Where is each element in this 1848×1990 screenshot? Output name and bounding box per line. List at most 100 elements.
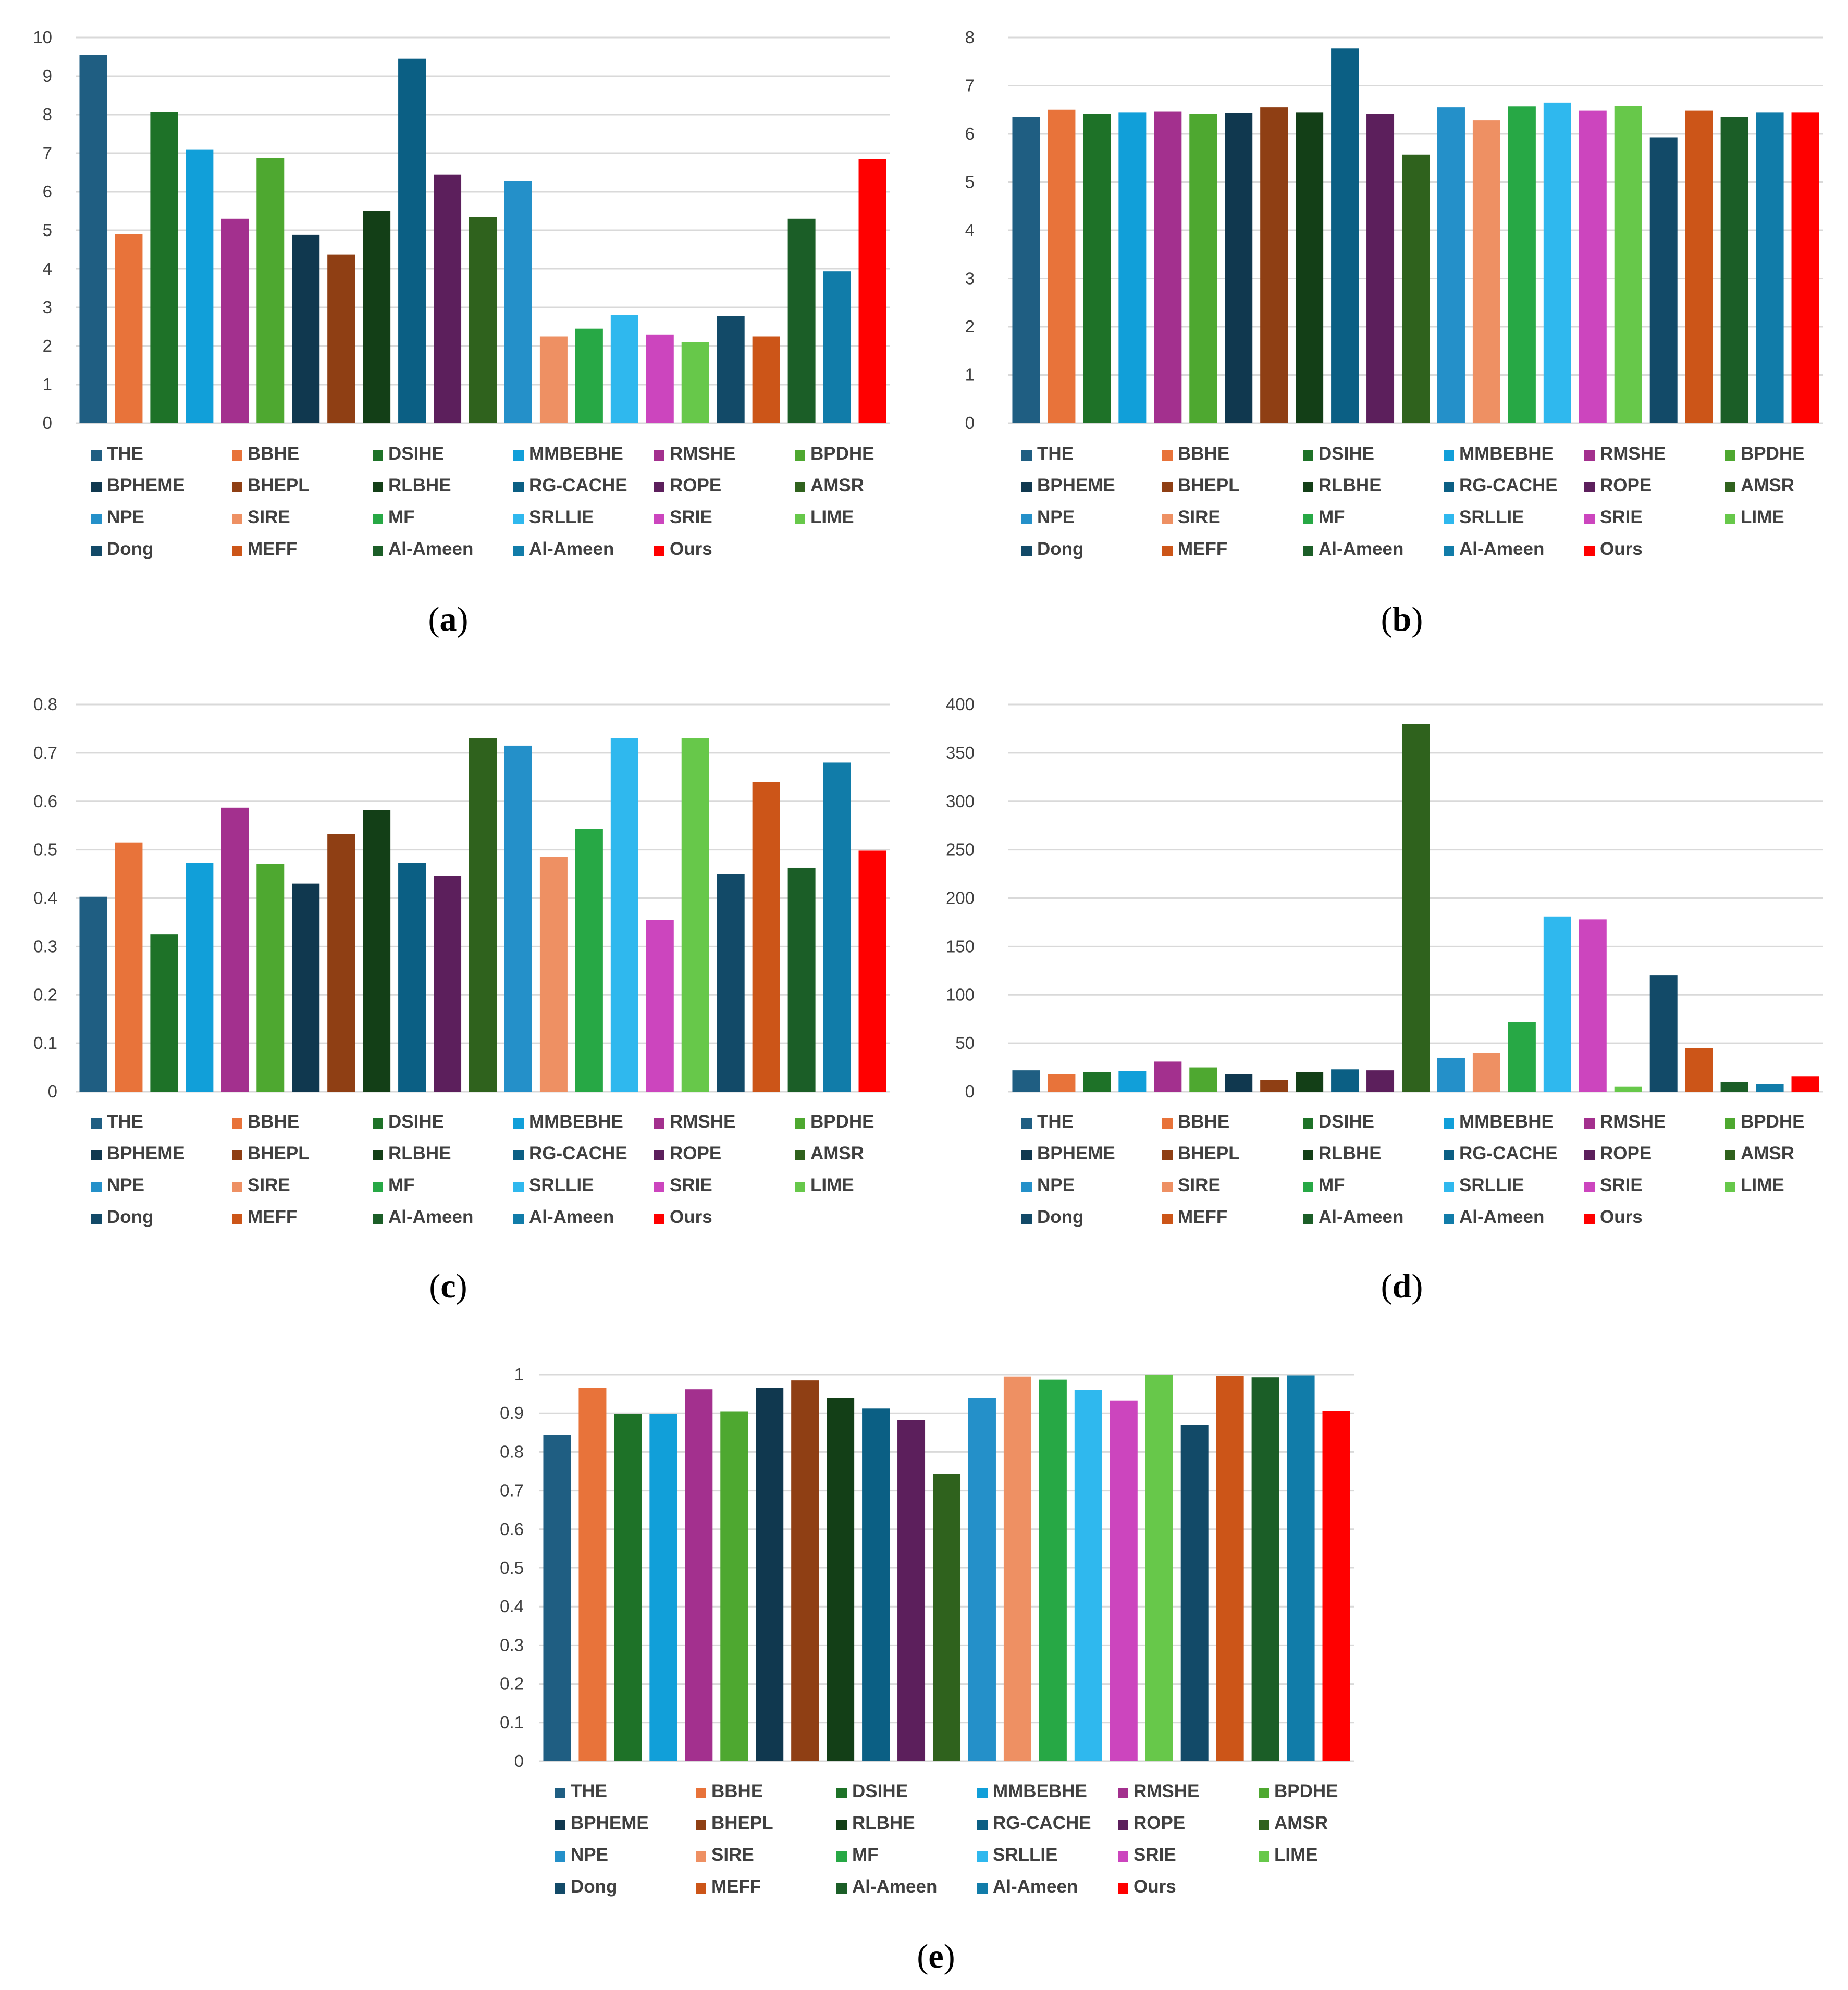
legend-label: AMSR — [1274, 1813, 1328, 1833]
legend-label: RLBHE — [1319, 475, 1382, 496]
bar-rmshe — [1154, 1061, 1182, 1092]
bar-bpdhe — [256, 158, 285, 423]
legend-label: BBHE — [1178, 1111, 1229, 1132]
bar-al-ameen — [1287, 1375, 1315, 1761]
legend-label: DSIHE — [852, 1781, 908, 1801]
bar-srie — [646, 920, 674, 1092]
legend-label: MEFF — [248, 539, 297, 559]
legend-label: Dong — [107, 539, 153, 559]
legend-swatch — [1444, 546, 1454, 556]
legend-swatch — [654, 1182, 664, 1192]
bar-bpheme — [1225, 113, 1253, 424]
legend-swatch — [513, 1118, 524, 1129]
legend-label: RMSHE — [670, 1111, 735, 1132]
legend-label: Dong — [107, 1207, 153, 1227]
bar-bhepl — [1260, 1080, 1288, 1092]
legend-label: BPDHE — [810, 443, 874, 464]
legend-label: MF — [1319, 1175, 1345, 1195]
legend-label: AMSR — [1741, 1143, 1794, 1164]
legend-swatch — [654, 482, 664, 492]
legend-label: BBHE — [248, 443, 299, 464]
bar-rlbhe — [363, 211, 391, 423]
legend-label: SRLLIE — [529, 1175, 594, 1195]
legend-swatch — [1303, 514, 1313, 524]
y-tick-label: 0.4 — [33, 888, 57, 908]
y-tick-label: 0.6 — [500, 1519, 524, 1539]
legend-swatch — [232, 1118, 242, 1129]
legend-swatch — [91, 450, 102, 461]
legend-label: SRLLIE — [1459, 507, 1524, 527]
bar-the — [1012, 117, 1040, 423]
legend-swatch — [654, 450, 664, 461]
legend-swatch — [1021, 1214, 1032, 1224]
bar-meff — [1216, 1376, 1244, 1761]
y-tick-label: 150 — [946, 936, 975, 956]
y-tick-label: 0.5 — [500, 1558, 524, 1577]
legend-swatch — [977, 1788, 988, 1798]
bar-rlbhe — [1296, 112, 1324, 423]
bar-mf — [1508, 1022, 1536, 1092]
bar-al-ameen — [1756, 112, 1784, 423]
bar-rope — [1366, 1070, 1395, 1092]
legend-swatch — [1444, 1182, 1454, 1192]
legend-label: MEFF — [1178, 1207, 1227, 1227]
legend-swatch — [513, 1214, 524, 1224]
legend-swatch — [1584, 514, 1595, 524]
y-tick-label: 0 — [514, 1751, 524, 1771]
bar-rope — [897, 1420, 926, 1761]
bar-mf — [1508, 106, 1536, 423]
bar-ours — [1791, 112, 1819, 423]
legend-label: NPE — [1037, 507, 1075, 527]
y-tick-label: 250 — [946, 840, 975, 859]
bar-dsihe — [150, 112, 178, 423]
y-tick-label: 400 — [946, 695, 975, 714]
legend-label: RLBHE — [388, 1143, 451, 1164]
panel-caption: (d) — [1381, 1267, 1423, 1305]
legend-swatch — [977, 1820, 988, 1830]
legend-swatch — [373, 1182, 383, 1192]
bar-srie — [646, 334, 674, 423]
legend-swatch — [1444, 450, 1454, 461]
y-tick-label: 50 — [955, 1033, 975, 1053]
bar-al-ameen — [787, 218, 816, 423]
bar-mmbebhe — [649, 1414, 677, 1761]
legend-label: MF — [852, 1845, 879, 1865]
legend-swatch — [91, 1150, 102, 1160]
bar-rope — [434, 174, 462, 423]
bar-rmshe — [685, 1389, 713, 1761]
legend-swatch — [1118, 1788, 1128, 1798]
legend-swatch — [1021, 1182, 1032, 1192]
y-tick-label: 6 — [43, 182, 52, 201]
legend-swatch — [1162, 1214, 1173, 1224]
legend-swatch — [91, 546, 102, 556]
legend-label: MF — [1319, 507, 1345, 527]
bar-amsr — [1401, 154, 1430, 423]
legend-label: BPDHE — [810, 1111, 874, 1132]
legend-swatch — [795, 482, 805, 492]
legend-label: AMSR — [810, 1143, 864, 1164]
legend-swatch — [836, 1820, 847, 1830]
y-tick-label: 7 — [965, 76, 975, 95]
bar-mf — [1039, 1379, 1067, 1761]
bar-srie — [1579, 110, 1607, 424]
y-tick-label: 200 — [946, 888, 975, 908]
bar-the — [543, 1435, 571, 1761]
bar-lime — [1145, 1375, 1173, 1761]
y-tick-label: 9 — [43, 66, 52, 85]
legend-label: BPDHE — [1274, 1781, 1338, 1801]
legend-swatch — [795, 1118, 805, 1129]
legend-label: Al-Ameen — [1459, 539, 1544, 559]
legend-swatch — [555, 1883, 565, 1894]
bar-sire — [1003, 1376, 1031, 1761]
bar-meff — [1685, 1048, 1713, 1092]
legend-label: Al-Ameen — [852, 1876, 937, 1897]
legend-label: RLBHE — [388, 475, 451, 496]
legend-swatch — [1303, 1182, 1313, 1192]
legend-swatch — [1725, 1182, 1735, 1192]
legend-swatch — [836, 1788, 847, 1798]
legend-swatch — [1584, 1182, 1595, 1192]
y-tick-label: 8 — [965, 28, 975, 47]
legend-label: Ours — [670, 1207, 712, 1227]
bar-rlbhe — [363, 810, 391, 1092]
legend-swatch — [91, 1182, 102, 1192]
